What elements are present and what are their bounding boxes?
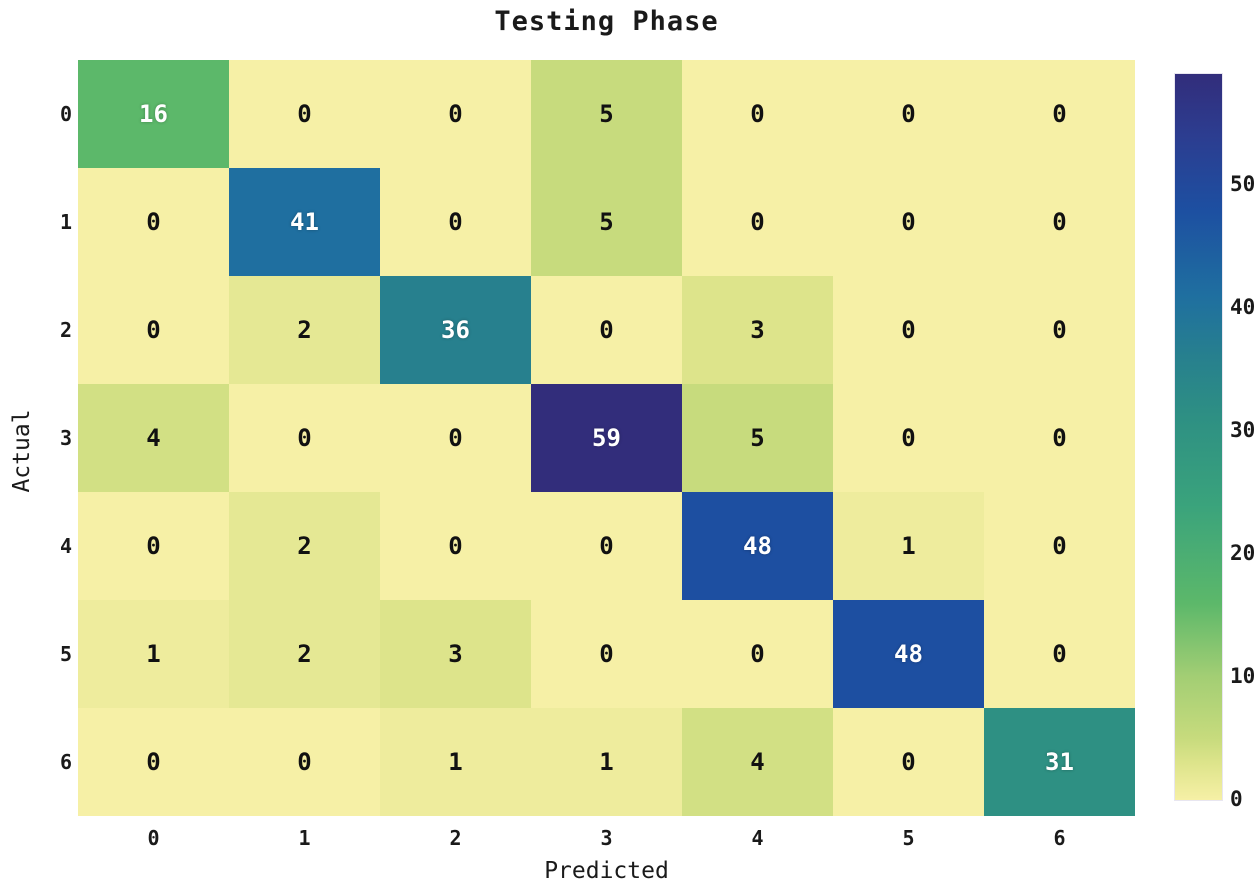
y-tick-label: 3 [59, 426, 72, 450]
heatmap-cell: 0 [78, 276, 229, 384]
y-tick-label: 6 [59, 750, 72, 774]
heatmap-cell: 0 [833, 708, 984, 816]
heatmap-cell: 0 [78, 168, 229, 276]
heatmap-cell: 2 [229, 600, 380, 708]
colorbar-tick-label: 20 [1230, 540, 1255, 565]
heatmap-cell: 1 [833, 492, 984, 600]
colorbar-tick-label: 40 [1230, 294, 1255, 319]
heatmap-cell: 0 [682, 168, 833, 276]
heatmap-cell: 0 [682, 600, 833, 708]
heatmap-cell: 0 [78, 708, 229, 816]
x-tick-label: 0 [147, 826, 160, 850]
heatmap-cell: 0 [229, 60, 380, 168]
colorbar-tick-label: 0 [1230, 787, 1243, 811]
y-axis-label: Actual [9, 409, 35, 493]
colorbar-tick-label: 10 [1230, 663, 1255, 688]
heatmap-cell: 0 [229, 384, 380, 492]
heatmap-cell: 41 [229, 168, 380, 276]
heatmap-cell: 1 [531, 708, 682, 816]
heatmap-cell: 2 [229, 492, 380, 600]
y-tick-label: 0 [59, 102, 72, 126]
heatmap-cell: 0 [380, 168, 531, 276]
heatmap-cell: 0 [531, 492, 682, 600]
y-tick-label: 4 [59, 534, 72, 558]
heatmap-cell: 1 [380, 708, 531, 816]
heatmap-cell: 0 [984, 600, 1135, 708]
chart-title: Testing Phase [494, 6, 719, 37]
heatmap-cell: 0 [833, 276, 984, 384]
x-tick-label: 2 [449, 826, 462, 850]
heatmap-cell: 0 [984, 384, 1135, 492]
y-tick-label: 5 [59, 642, 72, 666]
heatmap-cell: 0 [380, 60, 531, 168]
heatmap-grid: 16 0 0 5 0 0 0 0 41 0 5 0 0 0 0 2 36 0 3 0 0 4 0 0 59 5 0 0 0 2 0 0 48 1 0… [78, 60, 1135, 816]
heatmap-cell: 48 [833, 600, 984, 708]
heatmap-cell: 0 [531, 276, 682, 384]
heatmap-cell: 59 [531, 384, 682, 492]
heatmap-cell: 0 [833, 384, 984, 492]
heatmap-cell: 1 [78, 600, 229, 708]
heatmap-cell: 0 [531, 600, 682, 708]
y-tick-label: 1 [59, 210, 72, 234]
heatmap-cell: 16 [78, 60, 229, 168]
heatmap-cell: 2 [229, 276, 380, 384]
x-tick-label: 3 [600, 826, 613, 850]
heatmap-cell: 48 [682, 492, 833, 600]
heatmap-cell: 31 [984, 708, 1135, 816]
colorbar-tick-label: 50 [1230, 171, 1255, 196]
heatmap-cell: 5 [531, 168, 682, 276]
heatmap-cell: 0 [984, 492, 1135, 600]
heatmap-cell: 0 [833, 168, 984, 276]
heatmap-cell: 4 [682, 708, 833, 816]
heatmap-cell: 3 [380, 600, 531, 708]
colorbar [1174, 73, 1223, 801]
heatmap-cell: 5 [682, 384, 833, 492]
x-tick-label: 5 [902, 826, 915, 850]
heatmap-cell: 0 [984, 276, 1135, 384]
heatmap-cell: 0 [984, 168, 1135, 276]
heatmap-cell: 0 [682, 60, 833, 168]
heatmap-cell: 0 [229, 708, 380, 816]
heatmap-cell: 0 [78, 492, 229, 600]
x-tick-label: 1 [298, 826, 311, 850]
heatmap-cell: 0 [833, 60, 984, 168]
colorbar-tick-label: 30 [1230, 417, 1255, 442]
heatmap-cell: 0 [984, 60, 1135, 168]
heatmap-cell: 4 [78, 384, 229, 492]
heatmap-cell: 0 [380, 384, 531, 492]
x-tick-label: 6 [1053, 826, 1066, 850]
x-axis-label: Predicted [544, 858, 669, 884]
heatmap-cell: 0 [380, 492, 531, 600]
y-tick-label: 2 [59, 318, 72, 342]
heatmap-cell: 5 [531, 60, 682, 168]
x-tick-label: 4 [751, 826, 764, 850]
heatmap-cell: 3 [682, 276, 833, 384]
heatmap-cell: 36 [380, 276, 531, 384]
